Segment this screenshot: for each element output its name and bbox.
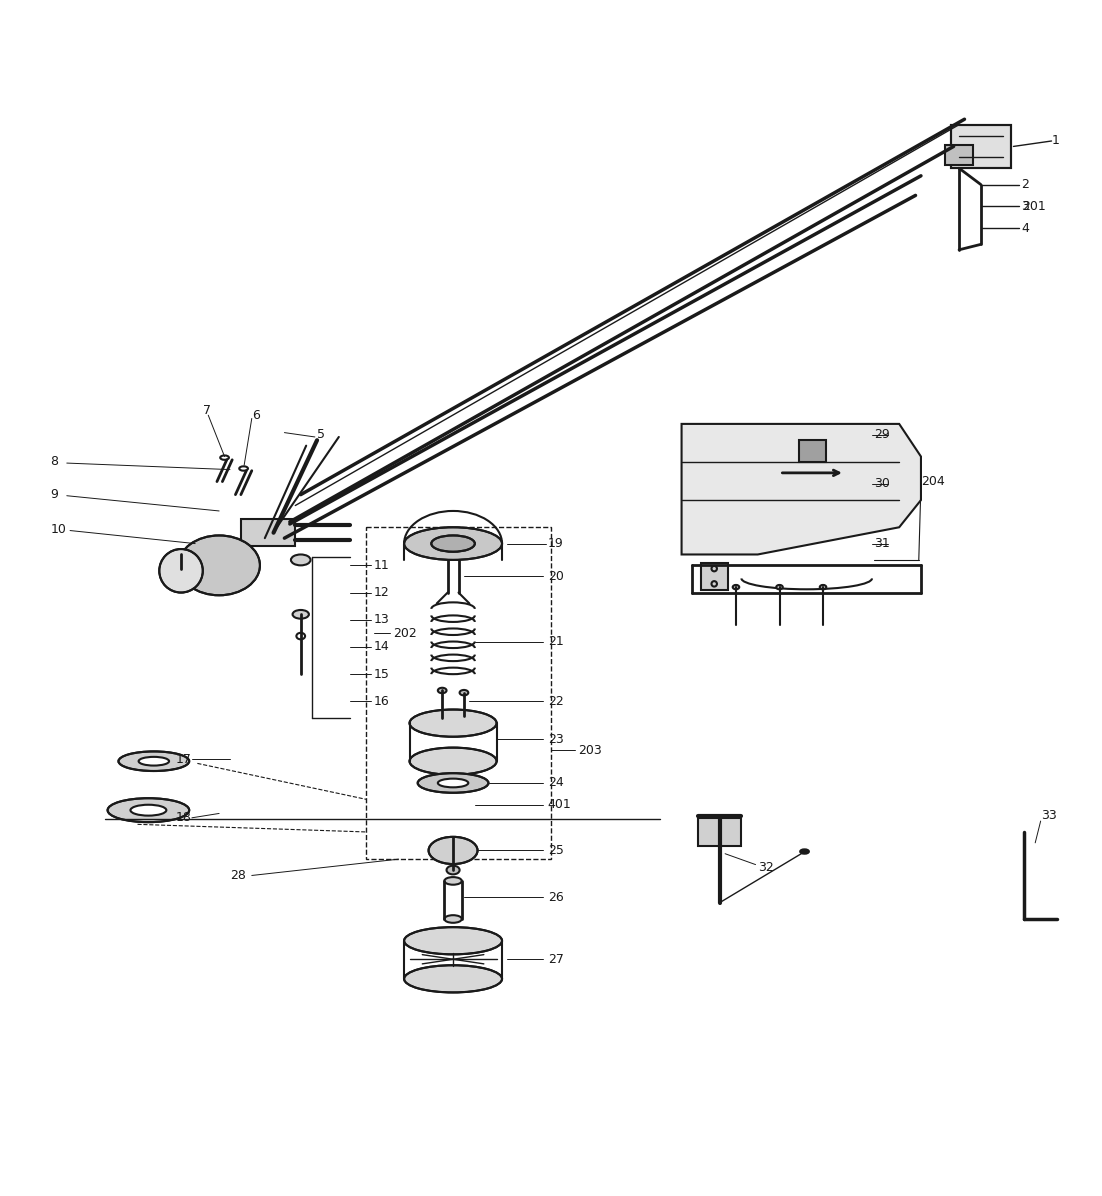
Text: 1: 1 <box>1051 134 1059 147</box>
Bar <box>951 124 1011 169</box>
Text: 15: 15 <box>374 667 389 681</box>
Ellipse shape <box>820 585 826 590</box>
Ellipse shape <box>446 866 460 874</box>
Text: 401: 401 <box>548 798 572 811</box>
Polygon shape <box>681 423 921 555</box>
Text: 16: 16 <box>374 695 389 708</box>
Text: 201: 201 <box>1023 200 1046 213</box>
Text: 28: 28 <box>230 869 246 881</box>
Text: 2: 2 <box>1022 178 1029 191</box>
Ellipse shape <box>800 849 809 854</box>
Ellipse shape <box>429 837 477 864</box>
Ellipse shape <box>404 927 503 954</box>
Text: 202: 202 <box>393 627 417 640</box>
Bar <box>701 562 727 590</box>
Text: 6: 6 <box>251 409 260 422</box>
Ellipse shape <box>418 773 488 793</box>
Ellipse shape <box>410 709 497 737</box>
Ellipse shape <box>444 915 462 923</box>
Bar <box>946 146 973 165</box>
Text: 20: 20 <box>548 569 563 582</box>
Ellipse shape <box>130 805 166 816</box>
Text: 12: 12 <box>374 586 389 599</box>
Text: 204: 204 <box>921 475 944 488</box>
Text: 31: 31 <box>874 537 890 550</box>
Text: 14: 14 <box>374 641 389 653</box>
Text: 22: 22 <box>548 695 563 708</box>
Ellipse shape <box>733 585 739 590</box>
Bar <box>799 440 825 462</box>
Ellipse shape <box>291 555 311 566</box>
Text: 21: 21 <box>548 635 563 648</box>
Bar <box>698 818 742 846</box>
Text: 8: 8 <box>51 456 58 469</box>
Text: 25: 25 <box>548 844 563 858</box>
Text: 26: 26 <box>548 891 563 904</box>
Ellipse shape <box>179 536 260 596</box>
Text: 17: 17 <box>175 752 192 765</box>
Ellipse shape <box>437 688 446 694</box>
Text: 29: 29 <box>874 428 890 441</box>
Ellipse shape <box>139 757 169 765</box>
Text: 10: 10 <box>51 523 66 536</box>
Ellipse shape <box>437 779 468 787</box>
Text: 5: 5 <box>317 428 325 441</box>
Ellipse shape <box>431 536 475 551</box>
Text: 19: 19 <box>548 537 563 550</box>
Ellipse shape <box>292 610 309 618</box>
Bar <box>951 124 1011 169</box>
Ellipse shape <box>119 751 190 771</box>
Ellipse shape <box>404 527 503 560</box>
Text: 32: 32 <box>758 861 774 874</box>
Ellipse shape <box>404 965 503 993</box>
Text: 9: 9 <box>51 488 58 501</box>
Ellipse shape <box>776 585 782 590</box>
Text: 30: 30 <box>874 477 890 490</box>
Text: 33: 33 <box>1040 810 1057 822</box>
Text: 7: 7 <box>203 404 210 417</box>
Text: 24: 24 <box>548 776 563 789</box>
Text: 13: 13 <box>374 614 389 627</box>
Ellipse shape <box>410 748 497 775</box>
Ellipse shape <box>460 690 468 695</box>
Text: 4: 4 <box>1022 221 1029 234</box>
Ellipse shape <box>160 549 203 592</box>
Text: 27: 27 <box>548 953 563 965</box>
Text: 203: 203 <box>579 744 602 757</box>
Ellipse shape <box>444 877 462 885</box>
Text: 3: 3 <box>1022 200 1029 213</box>
Text: 18: 18 <box>175 811 192 824</box>
Ellipse shape <box>108 798 190 822</box>
Bar <box>241 519 295 547</box>
Text: 23: 23 <box>548 733 563 746</box>
Text: 11: 11 <box>374 559 389 572</box>
